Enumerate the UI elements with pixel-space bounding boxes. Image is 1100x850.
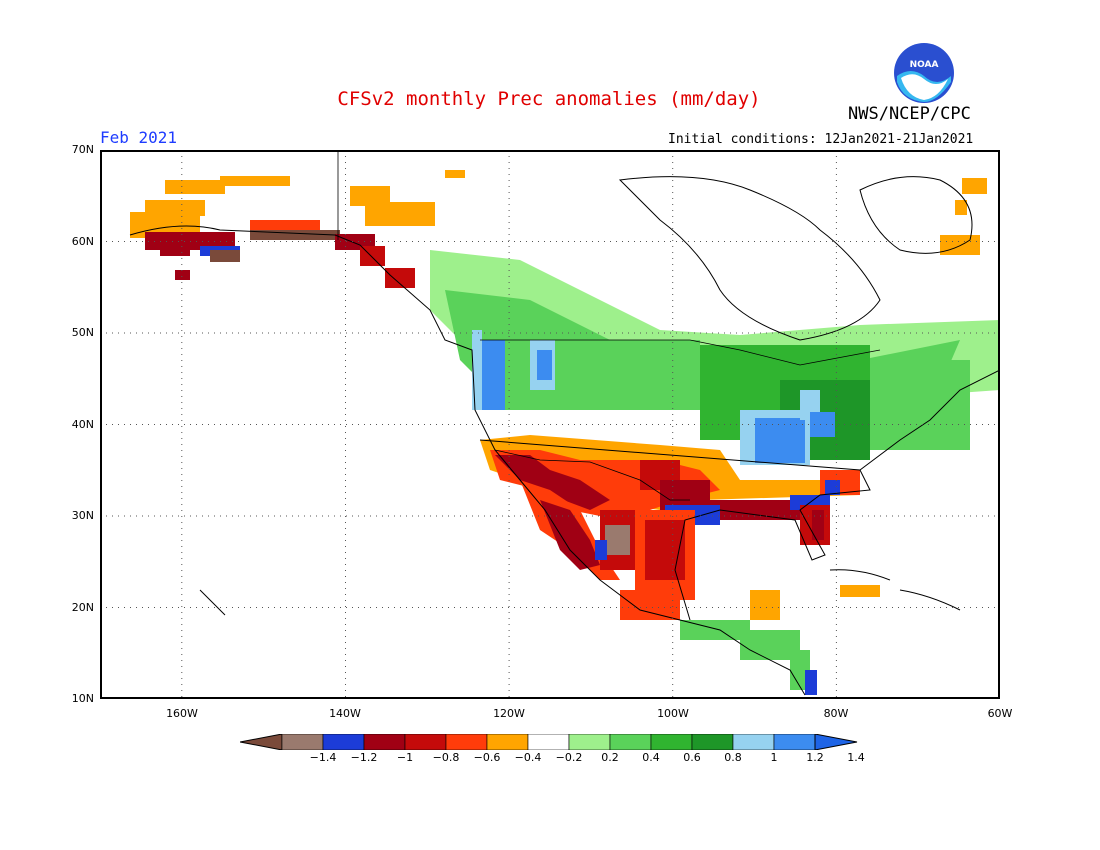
colorbar-tick-label: 1.2 (806, 751, 824, 764)
forecast-month: Feb 2021 (100, 128, 178, 147)
colorbar-bin-high (814, 734, 858, 750)
map-frame (100, 150, 1000, 699)
lon-label: 160W (166, 707, 198, 720)
colorbar-bin (404, 734, 447, 750)
colorbar-tick-label: −1.4 (309, 751, 337, 764)
colorbar-bin (568, 734, 611, 750)
lon-label: 60W (987, 707, 1013, 720)
noaa-logo: NOAA (894, 43, 954, 103)
colorbar-tick-label: 0.2 (601, 751, 619, 764)
colorbar-tick-label: 0.8 (724, 751, 742, 764)
lat-label: 10N (71, 692, 94, 705)
colorbar-tick-label: 0.4 (642, 751, 660, 764)
colorbar-tick-label: 1 (770, 751, 778, 764)
colorbar-tick-label: −0.6 (473, 751, 501, 764)
colorbar-tick-label: −1.2 (350, 751, 378, 764)
lon-label: 80W (823, 707, 849, 720)
lon-label: 120W (493, 707, 525, 720)
lon-label: 100W (657, 707, 689, 720)
organization-label: NWS/NCEP/CPC (848, 104, 971, 124)
colorbar-tick-label: −0.2 (555, 751, 583, 764)
colorbar-tick-label: 1.4 (847, 751, 865, 764)
noaa-logo-text: NOAA (910, 60, 939, 70)
map-title-text: CFSv2 monthly Prec anomalies (mm/day) (337, 88, 761, 110)
colorbar-tick-label: 0.6 (683, 751, 701, 764)
colorbar-bin (650, 734, 693, 750)
colorbar-bin (732, 734, 775, 750)
colorbar-bin (322, 734, 365, 750)
lat-label: 30N (71, 509, 94, 522)
lat-label: 40N (71, 418, 94, 431)
map-title: CFSv2 monthly Prec anomalies (mm/day) (0, 88, 1100, 110)
lat-label: 20N (71, 601, 94, 614)
lat-label: 70N (71, 143, 94, 156)
colorbar-bin (281, 734, 324, 750)
colorbar-bin (691, 734, 734, 750)
colorbar-tick-label: −0.8 (432, 751, 460, 764)
colorbar-bin-low (240, 734, 283, 750)
anomaly-cells (130, 170, 1000, 695)
colorbar-tick-label: −0.4 (514, 751, 542, 764)
colorbar-bin (773, 734, 816, 750)
colorbar-bin (609, 734, 652, 750)
political-borders (337, 150, 881, 501)
lat-label: 60N (71, 235, 94, 248)
colorbar-bin (486, 734, 529, 750)
colorbar-bin (445, 734, 488, 750)
coastlines (129, 176, 1000, 696)
colorbar-bin (363, 734, 406, 750)
lat-label: 50N (71, 326, 94, 339)
colorbar-bin (527, 734, 570, 750)
lon-label: 140W (329, 707, 361, 720)
colorbar (240, 734, 858, 750)
precip-anomaly-map (100, 150, 1000, 699)
initial-conditions: Initial conditions: 12Jan2021-21Jan2021 (668, 132, 974, 147)
lat-lon-gridlines (100, 150, 1000, 699)
colorbar-tick-label: −1 (396, 751, 414, 764)
